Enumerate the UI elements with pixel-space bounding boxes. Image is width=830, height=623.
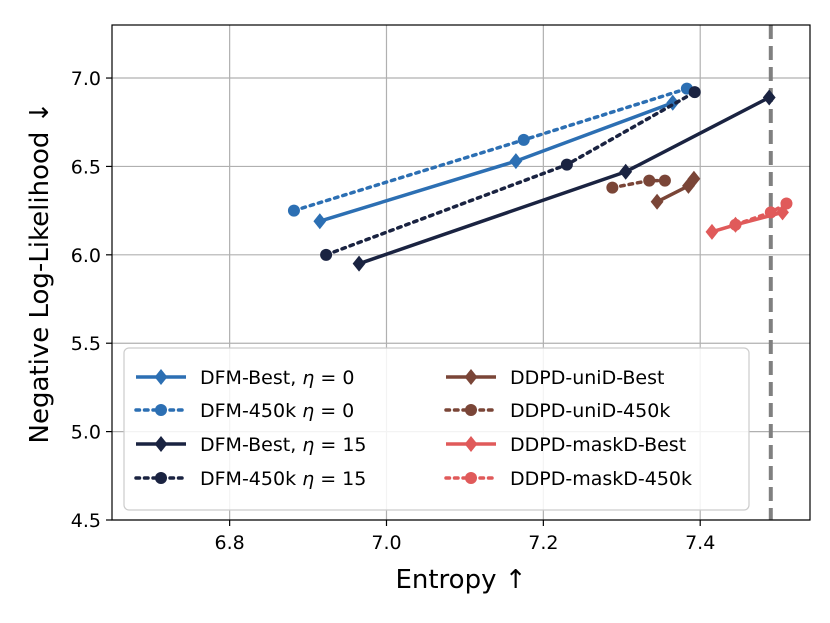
- data-point: [764, 206, 777, 219]
- series-ddpd-unid-best: [650, 170, 701, 210]
- y-tick-label: 7.0: [71, 68, 101, 90]
- legend-marker: [464, 436, 478, 452]
- y-tick-label: 6.0: [71, 245, 101, 267]
- series-line: [292, 86, 689, 213]
- legend-marker: [465, 472, 477, 484]
- data-point: [705, 223, 719, 240]
- legend-marker: [154, 436, 168, 452]
- legend-marker: [155, 404, 167, 416]
- legend-entry: DDPD-maskD-Best: [446, 434, 686, 456]
- series-line: [319, 101, 674, 223]
- data-point: [352, 255, 366, 272]
- y-tick-label: 6.5: [71, 156, 101, 178]
- series-dfm-450k-0: [287, 82, 693, 217]
- legend-box: [123, 347, 750, 511]
- data-point: [650, 193, 664, 210]
- data-point: [560, 158, 573, 171]
- plot-frame: [111, 24, 811, 521]
- legend-entry: DFM-450k η = 0: [134, 400, 354, 422]
- legend-entry: DDPD-uniD-450k: [444, 400, 670, 422]
- data-point: [619, 163, 633, 180]
- x-tick-label: 7.0: [371, 532, 401, 554]
- legend-marker: [155, 472, 167, 484]
- series-dfm-best-15: [352, 89, 776, 272]
- series-layer: [287, 82, 793, 272]
- legend-label: DFM-450k η = 15: [200, 468, 366, 490]
- x-tick-label: 7.2: [528, 532, 558, 554]
- legend-label: DDPD-uniD-450k: [510, 400, 670, 422]
- legend: DFM-Best, η = 0 DFM-450k η = 0 DFM-Best, η…: [123, 347, 750, 511]
- legend-marker: [464, 369, 478, 385]
- data-point: [287, 204, 300, 217]
- data-point: [687, 170, 701, 187]
- series-line: [358, 95, 771, 266]
- data-point: [320, 248, 333, 261]
- legend-entry: DFM-Best, η = 15: [136, 434, 367, 456]
- series-line: [610, 178, 667, 190]
- data-point: [729, 218, 742, 231]
- x-tick-label: 7.4: [685, 532, 715, 554]
- series-dfm-450k-15: [320, 86, 701, 261]
- series-dfm-best-0: [313, 94, 680, 230]
- legend-label: DDPD-maskD-450k: [510, 468, 692, 490]
- ticks: 6.8 7.0 7.2 7.4 4.5 5.0 5.5 6.0 6.5 7.0: [71, 68, 716, 554]
- legend-label: DDPD-uniD-Best: [510, 367, 664, 389]
- data-point: [606, 181, 619, 194]
- x-axis-label: Entropy ↑: [395, 565, 526, 595]
- data-point: [762, 89, 776, 106]
- series-ddpd-unid-450k: [606, 174, 671, 194]
- series-ddpd-maskd-450k: [729, 197, 793, 231]
- legend-label: DFM-Best, η = 15: [200, 434, 367, 456]
- legend-label: DFM-450k η = 0: [200, 400, 354, 422]
- x-tick-label: 6.8: [215, 532, 245, 554]
- data-point: [658, 174, 671, 187]
- legend-label: DFM-Best, η = 0: [200, 367, 354, 389]
- y-tick-label: 5.0: [71, 422, 101, 444]
- legend-marker: [154, 369, 168, 385]
- legend-entry: DDPD-uniD-Best: [446, 367, 664, 389]
- legend-marker: [465, 404, 477, 416]
- y-axis-label: Negative Log-Likelihood ↓: [25, 102, 55, 444]
- data-point: [517, 133, 530, 146]
- data-point: [313, 213, 327, 230]
- data-point: [643, 174, 656, 187]
- legend-label: DDPD-maskD-Best: [510, 434, 686, 456]
- legend-entry: DFM-Best, η = 0: [136, 367, 354, 389]
- legend-entry: DFM-450k η = 15: [134, 468, 366, 490]
- y-tick-label: 5.5: [71, 333, 101, 355]
- legend-entry: DDPD-maskD-450k: [444, 468, 692, 490]
- data-point: [780, 197, 793, 210]
- y-tick-label: 4.5: [71, 510, 101, 532]
- data-point: [509, 153, 523, 170]
- data-point: [688, 86, 701, 99]
